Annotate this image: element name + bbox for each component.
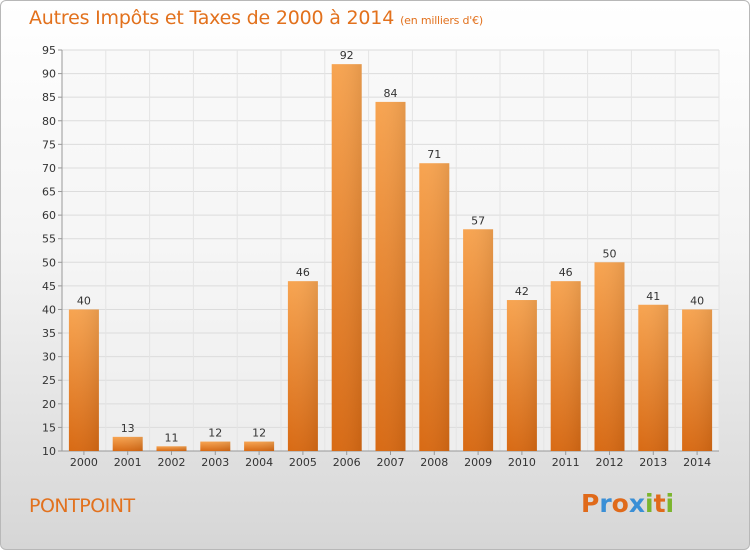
y-tick-label: 10 — [42, 445, 56, 458]
y-tick-label: 80 — [42, 115, 56, 128]
x-tick-label: 2000 — [70, 456, 98, 469]
x-tick-label: 2006 — [333, 456, 361, 469]
bar-shade — [331, 64, 362, 451]
y-tick-label: 95 — [42, 44, 56, 57]
logo-letter: P — [581, 489, 600, 518]
y-tick-label: 65 — [42, 186, 56, 199]
x-tick-label: 2003 — [201, 456, 229, 469]
data-label: 57 — [471, 214, 485, 227]
chart-subtitle: (en milliers d'€) — [400, 14, 483, 27]
bar-shade — [506, 300, 537, 451]
x-tick-label: 2012 — [596, 456, 624, 469]
x-tick-label: 2005 — [289, 456, 317, 469]
logo-letter: i — [665, 489, 675, 518]
bars — [68, 64, 713, 452]
data-label: 12 — [252, 427, 266, 440]
data-label: 42 — [515, 285, 529, 298]
bar-shade — [244, 441, 275, 451]
x-tick-label: 2002 — [158, 456, 186, 469]
y-tick-label: 15 — [42, 421, 56, 434]
commune-name: PONTPOINT — [29, 495, 135, 517]
y-tick-label: 85 — [42, 91, 56, 104]
data-label: 46 — [559, 266, 573, 279]
bar-shade — [463, 229, 494, 451]
y-tick-label: 70 — [42, 162, 56, 175]
data-label: 40 — [690, 294, 704, 307]
logo-letter: x — [628, 489, 645, 518]
y-tick-label: 45 — [42, 280, 56, 293]
data-label: 11 — [165, 431, 179, 444]
x-tick-label: 2008 — [420, 456, 448, 469]
y-tick-label: 55 — [42, 233, 56, 246]
x-tick-label: 2013 — [639, 456, 667, 469]
y-tick-label: 90 — [42, 68, 56, 81]
bar-shade — [682, 309, 713, 451]
logo-letter: o — [611, 489, 629, 518]
y-tick-label: 75 — [42, 138, 56, 151]
logo-letter: t — [653, 489, 666, 518]
bar-shade — [550, 281, 581, 451]
bar-shade — [112, 436, 143, 451]
data-label: 13 — [121, 422, 135, 435]
chart-title-text: Autres Impôts et Taxes de 2000 à 2014 — [29, 7, 395, 29]
bar-shade — [419, 163, 450, 452]
logo-letter: i — [645, 489, 654, 518]
x-tick-label: 2011 — [552, 456, 580, 469]
x-tick-label: 2001 — [114, 456, 142, 469]
bar-shade — [156, 446, 187, 451]
bar-shade — [638, 304, 669, 451]
data-label: 92 — [340, 49, 354, 62]
x-tick-label: 2014 — [683, 456, 711, 469]
data-label: 50 — [603, 247, 617, 260]
logo-letter: r — [599, 489, 612, 518]
y-tick-label: 60 — [42, 209, 56, 222]
y-tick-label: 40 — [42, 303, 56, 316]
value-labels: 40 13 11 12 12 46 92 84 71 57 42 46 50 41 40 — [77, 49, 704, 444]
data-label: 46 — [296, 266, 310, 279]
bar-shade — [287, 281, 318, 451]
x-tick-label: 2004 — [245, 456, 273, 469]
bar-shade — [68, 309, 99, 451]
y-tick-label: 35 — [42, 327, 56, 340]
y-tick-label: 25 — [42, 374, 56, 387]
y-tick-label: 20 — [42, 398, 56, 411]
x-tick-label: 2007 — [377, 456, 405, 469]
data-label: 84 — [384, 87, 398, 100]
proxiti-logo: Proxiti — [581, 489, 674, 518]
data-label: 40 — [77, 294, 91, 307]
y-tick-label: 30 — [42, 351, 56, 364]
bar-shade — [375, 101, 406, 452]
chart-title: Autres Impôts et Taxes de 2000 à 2014 (en… — [29, 7, 483, 29]
data-label: 12 — [208, 427, 222, 440]
x-tick-label: 2010 — [508, 456, 536, 469]
y-tick-label: 50 — [42, 256, 56, 269]
bar-shade — [200, 441, 231, 451]
x-tick-label: 2009 — [464, 456, 492, 469]
bar-shade — [594, 262, 625, 451]
data-label: 41 — [646, 290, 660, 303]
data-label: 71 — [427, 148, 441, 161]
